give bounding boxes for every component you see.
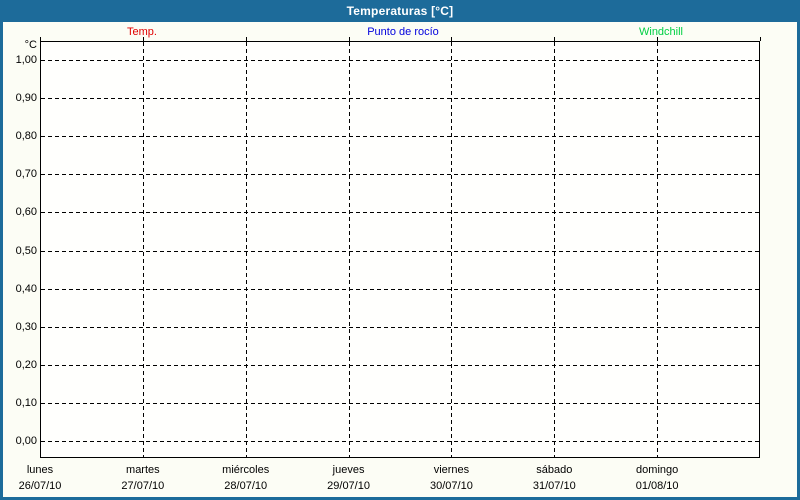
y-gridline [41,288,759,290]
y-gridline [41,98,759,100]
x-date-label: 01/08/10 [635,480,679,492]
top-axis-tick [760,37,761,41]
chart-content-area: Temp. Punto de rocío Windchill °C 1,00 0,90… [3,22,797,497]
top-axis-tick [348,37,350,41]
y-gridline [41,250,759,252]
y-tick-label: 0,10 [15,396,37,409]
y-tick-label: 0,40 [15,282,37,295]
top-axis-tick [657,37,659,41]
x-date-label: 27/07/10 [121,480,165,492]
x-gridline-day-boundary [245,42,247,457]
x-date-label: 31/07/10 [532,480,576,492]
y-axis-unit-label: °C [24,39,37,51]
y-tick-label: 0,70 [15,168,37,181]
y-tick-label: 0,50 [15,244,37,257]
y-gridline [41,441,759,442]
x-day-label: lunes [26,464,54,476]
y-tick-label: 0,60 [15,206,37,219]
x-gridline-day-boundary [554,42,556,457]
x-day-label: miércoles [222,464,270,476]
x-day-label: sábado [536,464,573,476]
x-gridline-day-boundary [348,42,350,457]
y-gridline [41,364,759,366]
y-gridline [41,326,759,328]
y-tick-label: 0,20 [15,358,37,371]
top-axis-tick [142,37,144,41]
y-gridline [41,136,759,138]
y-gridline [41,174,759,176]
y-tick-label: 0,80 [15,130,37,143]
x-gridline-day-boundary [142,42,144,457]
x-day-label: martes [126,464,160,476]
x-date-label: 26/07/10 [18,480,62,492]
x-date-label: 30/07/10 [430,480,473,492]
chart-title: Temperaturas [°C] [346,4,454,18]
y-tick-label: 0,00 [15,435,37,447]
legend-item-temp: Temp. [127,26,157,38]
y-gridline [41,402,759,404]
x-day-label: viernes [433,464,470,476]
x-day-label: jueves [332,464,365,476]
y-gridline [41,212,759,214]
plot-area [40,41,760,458]
x-gridline-day-boundary [451,42,453,457]
y-tick-label: 0,30 [15,320,37,333]
legend-item-windchill: Windchill [638,26,684,38]
y-tick-label: 1,00 [15,54,37,66]
y-tick-label: 0,90 [15,92,37,105]
legend-item-punto-de-rocio: Punto de rocío [367,26,439,38]
x-gridline-day-boundary [657,42,659,457]
x-day-label: domingo [636,464,679,476]
y-gridline [41,60,759,61]
top-axis-tick [451,37,453,41]
chart-title-bar: Temperaturas [°C] [0,0,800,22]
top-axis-tick [245,37,247,41]
x-date-label: 28/07/10 [224,480,268,492]
top-axis-tick [554,37,556,41]
top-axis-tick [40,37,41,41]
x-date-label: 29/07/10 [327,480,370,492]
